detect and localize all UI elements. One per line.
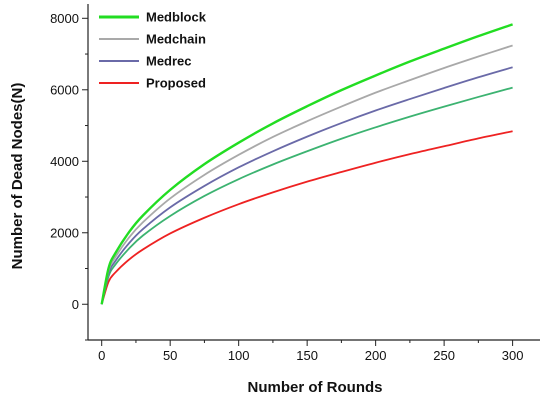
- series-lines: [100, 23, 514, 305]
- x-axis-title: Number of Rounds: [248, 379, 383, 396]
- legend-label-medchain: Medchain: [146, 32, 206, 47]
- y-tick-label: 6000: [50, 82, 79, 97]
- legend-label-medrec: Medrec: [146, 54, 192, 69]
- x-tick-label: 250: [433, 348, 455, 363]
- y-tick-label: 4000: [50, 154, 79, 169]
- legend: Medblock Medchain Medrec Proposed: [99, 10, 207, 91]
- y-tick-label: 2000: [50, 225, 79, 240]
- series-line-proposed: [100, 130, 513, 305]
- legend-label-proposed: Proposed: [146, 76, 206, 91]
- series-line-medrec: [100, 66, 513, 305]
- x-tick-label: 200: [365, 348, 387, 363]
- x-tick-label: 50: [163, 348, 177, 363]
- x-tick-label: 150: [296, 348, 318, 363]
- x-tick-label: 100: [228, 348, 250, 363]
- y-tick-label: 8000: [50, 11, 79, 26]
- legend-label-medblock: Medblock: [146, 10, 207, 25]
- y-axis-title: Number of Dead Nodes(N): [9, 83, 26, 270]
- y-tick-label: 0: [72, 297, 79, 312]
- axes: [87, 4, 540, 341]
- ticks: 0 50 100 150 200 250 300 0 2000 4000 6000 8000: [50, 11, 523, 363]
- series-line-medchain: [100, 44, 513, 305]
- series-line-unlabeled-3: [100, 86, 513, 305]
- series-line-medblock: [100, 23, 514, 305]
- x-tick-label: 0: [98, 348, 105, 363]
- x-tick-label: 300: [502, 348, 524, 363]
